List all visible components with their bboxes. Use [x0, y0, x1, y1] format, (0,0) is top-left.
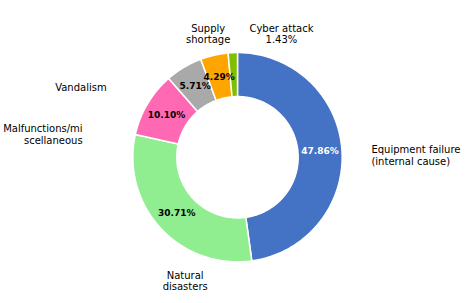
- svg-text:5.71%: 5.71%: [180, 81, 211, 91]
- svg-text:47.86%: 47.86%: [301, 146, 339, 156]
- svg-text:Supplyshortage: Supplyshortage: [186, 23, 230, 46]
- svg-text:Malfunctions/miscellaneous: Malfunctions/miscellaneous: [3, 123, 82, 146]
- svg-text:Cyber attack1.43%: Cyber attack1.43%: [249, 23, 313, 46]
- svg-text:30.71%: 30.71%: [158, 208, 196, 218]
- svg-text:Vandalism: Vandalism: [55, 82, 107, 93]
- svg-text:10.10%: 10.10%: [148, 110, 186, 120]
- svg-text:Naturaldisasters: Naturaldisasters: [163, 270, 208, 293]
- svg-text:4.29%: 4.29%: [203, 72, 234, 82]
- svg-text:Equipment failure(internal cau: Equipment failure(internal cause): [371, 144, 460, 167]
